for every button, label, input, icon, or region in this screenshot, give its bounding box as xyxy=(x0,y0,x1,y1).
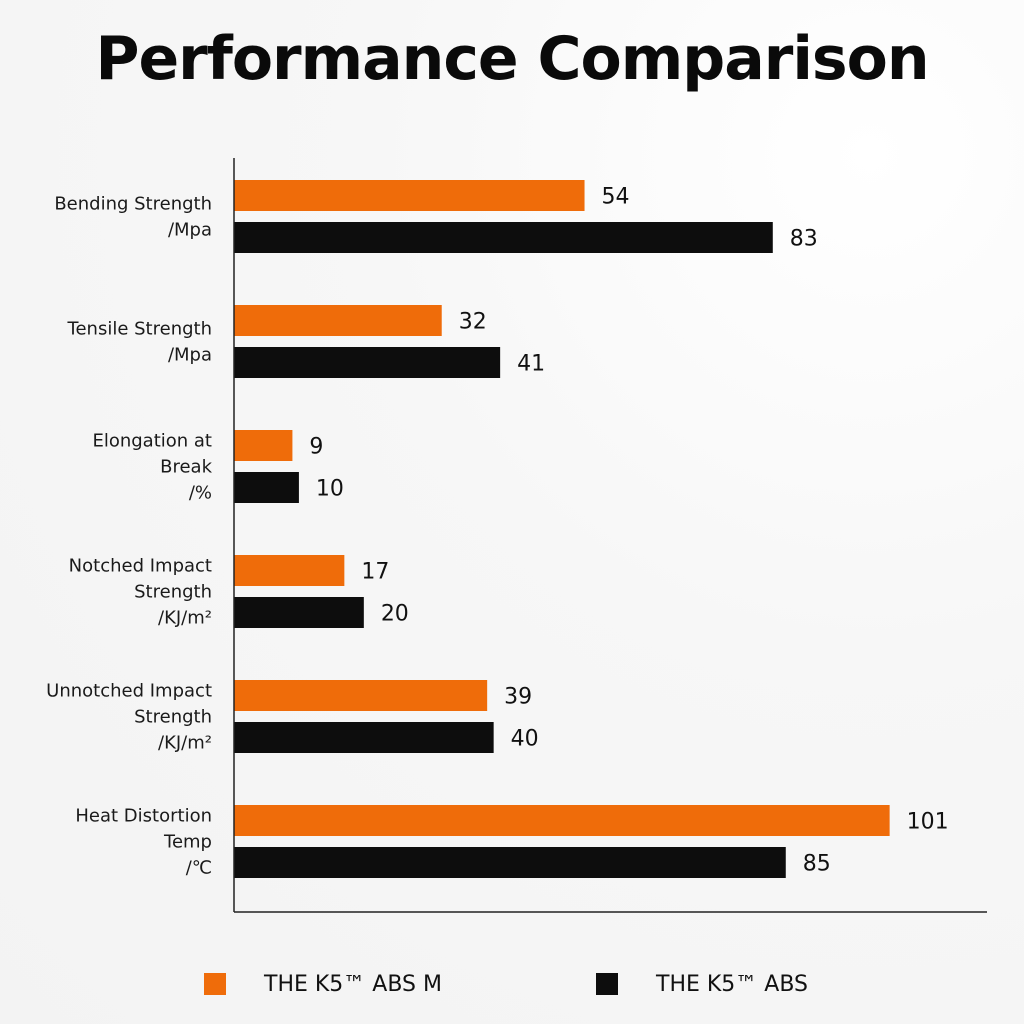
value-label-series-1-cat-5: 85 xyxy=(803,852,831,877)
value-label-series-1-cat-3: 20 xyxy=(381,602,409,627)
legend-item-abs: THE K5™ ABS xyxy=(596,964,808,1004)
bar-series-1-cat-0 xyxy=(234,222,773,253)
category-label-1-line-0: Tensile Strength xyxy=(67,319,212,340)
category-label-0-line-1: /Mpa xyxy=(168,220,212,241)
bars-layer xyxy=(234,180,890,878)
category-label-0-line-0: Bending Strength xyxy=(54,194,212,215)
value-label-series-0-cat-5: 101 xyxy=(907,810,949,835)
category-label-2-line-0: Elongation at xyxy=(92,431,212,452)
legend-label-abs: THE K5™ ABS xyxy=(656,971,809,997)
bar-series-0-cat-4 xyxy=(234,680,488,711)
category-label-4-line-0: Unnotched Impact xyxy=(46,681,212,702)
bar-series-1-cat-2 xyxy=(234,472,299,503)
category-label-5-line-1: Temp xyxy=(163,832,212,853)
legend-swatch-abs xyxy=(596,973,618,995)
category-label-5-line-0: Heat Distortion xyxy=(75,806,212,827)
legend-label-abs-m: THE K5™ ABS M xyxy=(264,971,442,997)
bar-series-1-cat-5 xyxy=(234,847,786,878)
value-label-series-0-cat-2: 9 xyxy=(309,435,323,460)
category-label-2: Elongation at Break /% xyxy=(92,431,212,504)
category-label-4: Unnotched Impact Strength/KJ/m² xyxy=(46,681,212,754)
legend-item-abs-m: THE K5™ ABS M xyxy=(204,964,442,1004)
legend-swatch-abs-m xyxy=(204,973,226,995)
category-label-0: Bending Strength/Mpa xyxy=(54,194,212,241)
bar-series-0-cat-0 xyxy=(234,180,585,211)
bar-series-0-cat-5 xyxy=(234,805,890,836)
category-label-4-line-2: /KJ/m² xyxy=(158,733,212,754)
category-label-3: Notched Impact Strength/KJ/m² xyxy=(69,556,212,629)
bar-series-1-cat-3 xyxy=(234,597,364,628)
value-label-series-0-cat-0: 54 xyxy=(602,185,630,210)
value-label-series-0-cat-1: 32 xyxy=(459,310,487,335)
category-label-1-line-1: /Mpa xyxy=(168,345,212,366)
category-label-1: Tensile Strength/Mpa xyxy=(67,319,212,366)
value-label-series-1-cat-1: 41 xyxy=(517,352,545,377)
bar-series-0-cat-3 xyxy=(234,555,345,586)
category-label-3-line-0: Notched Impact xyxy=(69,556,212,577)
category-label-5: Heat Distortion Temp /℃ xyxy=(75,806,212,879)
category-label-4-line-1: Strength xyxy=(134,707,212,728)
bar-series-0-cat-2 xyxy=(234,430,293,461)
value-label-series-1-cat-4: 40 xyxy=(511,727,539,752)
labels-layer: 54 83 Bending Strength/Mpa 32 41 Tensile Stre… xyxy=(46,185,948,879)
bar-series-1-cat-4 xyxy=(234,722,494,753)
value-label-series-0-cat-3: 17 xyxy=(361,560,389,585)
value-label-series-1-cat-2: 10 xyxy=(316,477,344,502)
category-label-3-line-1: Strength xyxy=(134,582,212,603)
value-label-series-0-cat-4: 39 xyxy=(504,685,532,710)
category-label-2-line-1: Break xyxy=(160,457,212,478)
chart-title: Performance Comparison xyxy=(95,24,929,94)
category-label-5-line-2: /℃ xyxy=(186,858,212,879)
legend: THE K5™ ABS M THE K5™ ABS xyxy=(0,964,1024,1004)
bar-series-1-cat-1 xyxy=(234,347,501,378)
value-label-series-1-cat-0: 83 xyxy=(790,227,818,252)
category-label-2-line-2: /% xyxy=(189,483,212,504)
bar-series-0-cat-1 xyxy=(234,305,442,336)
category-label-3-line-2: /KJ/m² xyxy=(158,608,212,629)
